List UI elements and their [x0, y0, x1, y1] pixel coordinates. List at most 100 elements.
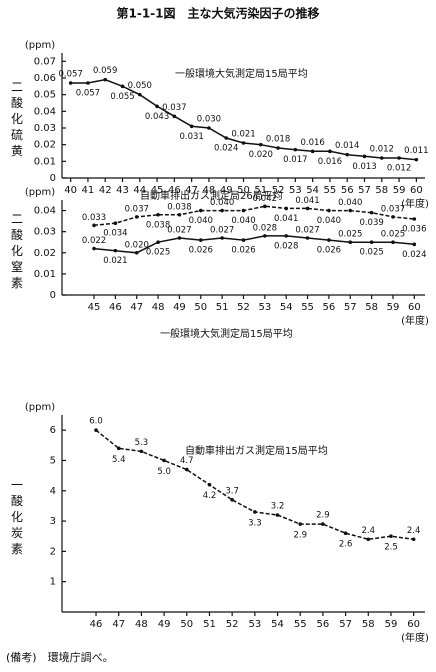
y-tick-label: 1 — [50, 577, 56, 588]
value-label: 0.026 — [189, 246, 213, 256]
data-point — [298, 522, 303, 526]
x-tick-label: 50 — [194, 302, 207, 313]
value-label: 0.027 — [167, 226, 191, 236]
y-tick-label: 0.02 — [34, 140, 56, 151]
value-label: 0.021 — [231, 130, 255, 140]
value-label: 0.031 — [179, 132, 203, 142]
data-point — [305, 206, 310, 211]
data-point — [293, 147, 298, 152]
x-tick-label: 59 — [387, 302, 400, 313]
x-tick-label: 46 — [90, 619, 103, 630]
x-tick-label: 53 — [258, 302, 271, 313]
data-point — [411, 537, 416, 542]
value-label: 4.7 — [180, 456, 194, 466]
value-label: 0.027 — [295, 226, 319, 236]
data-point — [113, 248, 118, 253]
y-tick-label: 0.02 — [34, 248, 56, 259]
data-point — [120, 84, 125, 89]
value-label: 0.020 — [249, 150, 273, 160]
y-axis-label: 一酸化炭素 — [10, 479, 24, 559]
value-label: 0.022 — [82, 236, 106, 246]
x-tick-label: 56 — [317, 619, 330, 630]
value-label: 0.037 — [125, 204, 149, 214]
value-label: 2.5 — [384, 543, 398, 553]
x-tick-label: 52 — [226, 619, 239, 630]
data-point — [172, 114, 177, 119]
data-point — [139, 449, 144, 454]
value-label: 0.014 — [335, 141, 359, 151]
data-point — [379, 156, 384, 160]
data-point — [92, 246, 96, 251]
data-point — [321, 522, 325, 526]
x-tick-label: 55 — [301, 302, 314, 313]
y-tick-label: 0.03 — [34, 123, 56, 134]
data-point — [284, 206, 289, 211]
x-tick-label: 57 — [358, 185, 371, 196]
x-tick-label: 47 — [130, 302, 143, 313]
x-tick-label: 49 — [158, 619, 171, 630]
x-tick-label: 49 — [173, 302, 186, 313]
data-point — [263, 204, 267, 209]
value-label: 0.012 — [370, 145, 394, 155]
data-point — [220, 236, 224, 240]
data-point — [412, 217, 417, 221]
x-tick-label: 58 — [375, 185, 388, 196]
data-point — [305, 236, 310, 240]
value-label: 0.025 — [359, 248, 383, 258]
data-point — [68, 81, 73, 85]
value-label: 0.038 — [167, 202, 191, 212]
value-label: 0.018 — [266, 135, 290, 145]
value-label: 0.025 — [381, 230, 405, 240]
data-point — [343, 531, 348, 535]
x-tick-label: 47 — [185, 185, 198, 196]
data-point — [113, 221, 118, 226]
series-name: 一般環境大気測定局15局平均 — [175, 67, 308, 80]
value-label: 0.043 — [145, 112, 169, 122]
y-tick-label: 0 — [50, 290, 56, 301]
value-label: 5.0 — [157, 467, 171, 477]
x-tick-label: 46 — [168, 185, 181, 196]
data-point — [86, 81, 90, 85]
value-label: 0.021 — [103, 256, 127, 266]
value-label: 0.016 — [318, 157, 342, 167]
value-label: 0.027 — [210, 226, 234, 236]
data-point — [327, 208, 331, 213]
y-unit: (ppm) — [25, 187, 55, 198]
value-label: 0.040 — [231, 216, 255, 226]
figure-title: 第1-1-1図 主な大気汚染因子の推移 — [116, 6, 319, 21]
data-point — [263, 234, 267, 238]
value-label: 0.040 — [317, 216, 341, 226]
value-label: 0.030 — [197, 115, 221, 125]
data-point — [414, 157, 419, 162]
value-label: 0.011 — [404, 146, 428, 156]
data-point — [220, 208, 224, 213]
x-tick-label: 49 — [220, 185, 233, 196]
data-point — [391, 240, 395, 245]
x-tick-label: 46 — [109, 302, 122, 313]
value-label: 2.4 — [362, 526, 376, 536]
data-point — [177, 212, 182, 217]
data-line — [93, 205, 415, 227]
data-point — [391, 215, 395, 219]
data-point — [103, 77, 108, 82]
x-tick-label: 58 — [362, 619, 375, 630]
source-note: (備考) 環境庁調べ。 — [6, 650, 114, 664]
data-point — [137, 92, 142, 97]
value-label: 0.041 — [274, 214, 298, 224]
data-point — [345, 152, 350, 157]
data-point — [253, 510, 257, 514]
value-label: 2.9 — [316, 511, 330, 521]
value-label: 0.059 — [93, 66, 117, 76]
value-label: 0.017 — [283, 155, 307, 165]
x-tick-label: 54 — [280, 302, 293, 313]
value-label: 0.040 — [210, 198, 234, 208]
y-tick-label: 2 — [50, 546, 56, 557]
value-label: 0.028 — [253, 223, 277, 233]
data-point — [198, 238, 203, 242]
value-label: 0.042 — [253, 194, 277, 204]
data-point — [284, 234, 289, 238]
y-unit: (ppm) — [25, 40, 55, 51]
value-label: 0.024 — [214, 144, 238, 154]
data-point — [134, 250, 139, 255]
value-label: 3.3 — [248, 518, 262, 528]
